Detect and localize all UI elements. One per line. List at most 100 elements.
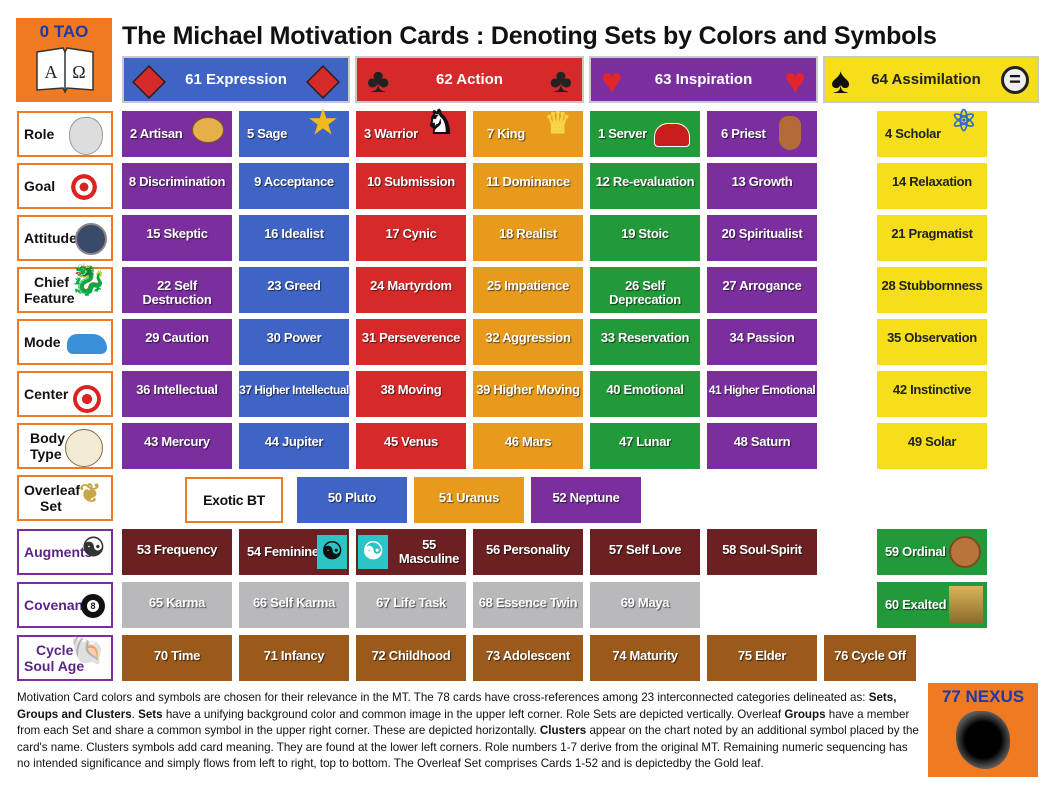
card-elder[interactable]: 75 Elder [707,635,817,681]
card-mars[interactable]: 46 Mars [473,423,583,469]
card-king[interactable]: 7 King ♛ [473,109,583,157]
row-label-text: Set [40,498,62,514]
row-label-text: Type [30,446,62,462]
card-discrimination[interactable]: 8 Discrimination [122,163,232,209]
card-frequency[interactable]: 53 Frequency [122,529,232,575]
card-arrogance[interactable]: 27 Arrogance [707,267,817,313]
card-caution[interactable]: 29 Caution [122,319,232,365]
club-icon: ♣ [549,62,572,100]
row-label-overleaf: Overleaf Set ❦ [17,475,113,521]
card-infancy[interactable]: 71 Infancy [239,635,349,681]
card-solar[interactable]: 49 Solar [877,423,987,469]
card-label: 6 Priest [721,126,766,141]
card-impatience[interactable]: 25 Impatience [473,267,583,313]
card-childhood[interactable]: 72 Childhood [356,635,466,681]
hamsa-hand-icon [779,116,801,150]
card-masculine[interactable]: ☯ 55 Masculine [356,529,466,575]
card-label: 48 Saturn [733,434,791,449]
card-idealist[interactable]: 16 Idealist [239,215,349,261]
card-feminine[interactable]: 54 Feminine ☯ [239,529,349,575]
card-label: 54 Feminine [247,544,319,559]
card-warrior[interactable]: 3 Warrior ♞ [356,106,466,157]
card-soul-spirit[interactable]: 58 Soul-Spirit [707,529,817,575]
card-venus[interactable]: 45 Venus [356,423,466,469]
card-label: 43 Mercury [144,434,210,449]
card-server[interactable]: 1 Server [590,111,700,157]
card-saturn[interactable]: 48 Saturn [707,423,817,469]
card-priest[interactable]: 6 Priest [707,111,817,157]
card-karma[interactable]: 65 Karma [122,582,232,628]
card-reservation[interactable]: 33 Reservation [590,319,700,365]
description: Motivation Card colors and symbols are c… [17,690,922,773]
card-dominance[interactable]: 11 Dominance [473,163,583,209]
card-re-evaluation[interactable]: 12 Re-evaluation [590,163,700,209]
card-perseverence[interactable]: 31 Perseverence [356,319,466,365]
card-maya[interactable]: 69 Maya [590,582,700,628]
yin-yang-icon: ☯ [317,535,347,569]
card-emotional[interactable]: 40 Emotional [590,371,700,417]
card-personality[interactable]: 56 Personality [473,529,583,575]
card-higher-moving[interactable]: 39 Higher Moving [473,371,583,417]
card-instinctive[interactable]: 42 Instinctive [877,371,987,417]
row-label-role: Role [17,111,113,157]
card-moving[interactable]: 38 Moving [356,371,466,417]
card-lunar[interactable]: 47 Lunar [590,423,700,469]
card-self-deprecation[interactable]: 26 Self Deprecation [590,267,700,313]
card-sage[interactable]: 5 Sage ★ [239,106,349,157]
card-artisan[interactable]: 2 Artisan [122,111,232,157]
card-scholar[interactable]: 4 Scholar ⚛ [877,107,987,157]
card-pluto[interactable]: 50 Pluto [297,477,407,523]
card-self-destruction[interactable]: 22 Self Destruction [122,267,232,313]
card-growth[interactable]: 13 Growth [707,163,817,209]
card-relaxation[interactable]: 14 Relaxation [877,163,987,209]
card-self-love[interactable]: 57 Self Love [590,529,700,575]
card-label: 52 Neptune [552,490,620,505]
card-label: 51 Uranus [438,490,500,505]
card-realist[interactable]: 18 Realist [473,215,583,261]
card-label: 16 Idealist [264,226,324,241]
card-self-karma[interactable]: 66 Self Karma [239,582,349,628]
card-label: 7 King [487,126,525,141]
card-cycle-off[interactable]: 76 Cycle Off [824,635,916,681]
card-observation[interactable]: 35 Observation [877,319,987,365]
card-life-task[interactable]: 67 Life Task [356,582,466,628]
card-martyrdom[interactable]: 24 Martyrdom [356,267,466,313]
card-exalted[interactable]: 60 Exalted [877,582,987,628]
card-ordinal[interactable]: 59 Ordinal [877,529,987,575]
card-uranus[interactable]: 51 Uranus [414,477,524,523]
card-label: 20 Spiritualist [721,226,803,241]
card-label: Exotic BT [203,492,265,508]
card-cynic[interactable]: 17 Cynic [356,215,466,261]
card-neptune[interactable]: 52 Neptune [531,477,641,523]
card-pragmatist[interactable]: 21 Pragmatist [877,215,987,261]
card-passion[interactable]: 34 Passion [707,319,817,365]
card-intellectual[interactable]: 36 Intellectual [122,371,232,417]
card-submission[interactable]: 10 Submission [356,163,466,209]
card-higher-intellectual[interactable]: 37 Higher Intellectual [239,371,349,417]
card-label: 34 Passion [729,330,795,345]
mask-icon [69,117,103,155]
description-text: . [131,707,139,721]
card-maturity[interactable]: 74 Maturity [590,635,700,681]
card-power[interactable]: 30 Power [239,319,349,365]
card-time[interactable]: 70 Time [122,635,232,681]
nexus-card[interactable]: 77 NEXUS [928,683,1038,777]
card-essence-twin[interactable]: 68 Essence Twin [473,582,583,628]
card-jupiter[interactable]: 44 Jupiter [239,423,349,469]
card-stubbornness[interactable]: 28 Stubbornness [877,267,987,313]
card-spiritualist[interactable]: 20 Spiritualist [707,215,817,261]
row-label-covenants: Covenants 8 [17,582,113,628]
card-label: 55 Masculine [398,537,460,566]
card-aggression[interactable]: 32 Aggression [473,319,583,365]
set-header-label: 64 Assimilation [871,71,981,88]
card-greed[interactable]: 23 Greed [239,267,349,313]
card-label: 45 Venus [384,434,438,449]
card-exotic-bt[interactable]: Exotic BT [185,477,283,523]
card-label: 30 Power [266,330,322,345]
card-acceptance[interactable]: 9 Acceptance [239,163,349,209]
card-higher-emotional[interactable]: 41 Higher Emotional [707,371,817,417]
card-stoic[interactable]: 19 Stoic [590,215,700,261]
card-skeptic[interactable]: 15 Skeptic [122,215,232,261]
card-adolescent[interactable]: 73 Adolescent [473,635,583,681]
card-mercury[interactable]: 43 Mercury [122,423,232,469]
